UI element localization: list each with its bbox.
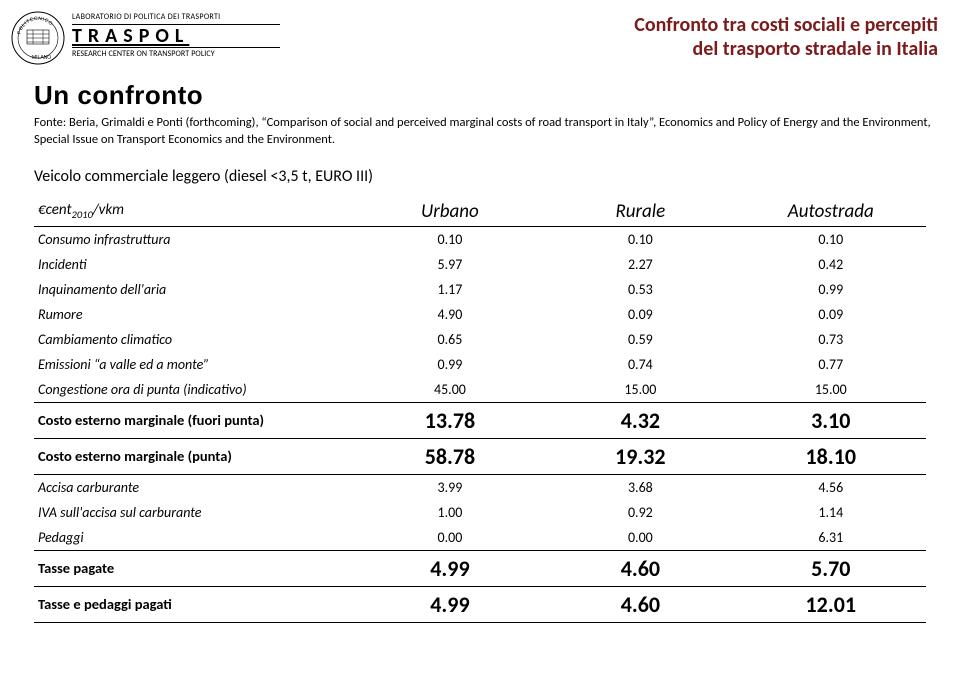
row-label: Emissioni “a valle ed a monte” xyxy=(34,352,355,377)
row-label: Rumore xyxy=(34,302,355,327)
row-value: 15.00 xyxy=(736,377,926,403)
row-value: 0.73 xyxy=(736,327,926,352)
row-value: 3.99 xyxy=(355,474,545,500)
row-value: 3.10 xyxy=(736,402,926,438)
unit-header: €cent2010/vkm xyxy=(34,196,355,227)
row-label: Tasse e pedaggi pagati xyxy=(34,586,355,622)
row-value: 4.90 xyxy=(355,302,545,327)
row-label: Consumo infrastruttura xyxy=(34,226,355,252)
table-row: Accisa carburante3.993.684.56 xyxy=(34,474,926,500)
table-row: Costo esterno marginale (punta)58.7819.3… xyxy=(34,438,926,474)
institution-seal-icon: POLITECNICO MILANO xyxy=(10,10,66,66)
row-value: 6.31 xyxy=(736,525,926,551)
row-value: 0.59 xyxy=(545,327,735,352)
col-header-autostrada: Autostrada xyxy=(736,196,926,227)
row-value: 0.09 xyxy=(736,302,926,327)
col-header-rurale: Rurale xyxy=(545,196,735,227)
row-value: 1.14 xyxy=(736,500,926,525)
row-value: 0.10 xyxy=(355,226,545,252)
row-value: 4.60 xyxy=(545,550,735,586)
table-row: Consumo infrastruttura0.100.100.10 xyxy=(34,226,926,252)
col-header-urbano: Urbano xyxy=(355,196,545,227)
row-label: Congestione ora di punta (indicativo) xyxy=(34,377,355,403)
row-value: 4.56 xyxy=(736,474,926,500)
row-value: 1.00 xyxy=(355,500,545,525)
table-row: Rumore4.900.090.09 xyxy=(34,302,926,327)
subtitle: Veicolo commerciale leggero (diesel <3,5… xyxy=(0,157,960,196)
table-row: Congestione ora di punta (indicativo)45.… xyxy=(34,377,926,403)
row-label: Pedaggi xyxy=(34,525,355,551)
lab-traspol: TRASPOL xyxy=(72,25,280,48)
slide-header: POLITECNICO MILANO LABORATORIO DI POLITI… xyxy=(0,0,960,70)
row-value: 0.42 xyxy=(736,252,926,277)
row-value: 4.32 xyxy=(545,402,735,438)
row-label: Inquinamento dell'aria xyxy=(34,277,355,302)
row-label: Costo esterno marginale (fuori punta) xyxy=(34,402,355,438)
row-value: 0.77 xyxy=(736,352,926,377)
source-citation: Fonte: Beria, Grimaldi e Ponti (forthcom… xyxy=(0,113,960,157)
table-row: Cambiamento climatico0.650.590.73 xyxy=(34,327,926,352)
table-row: Tasse e pedaggi pagati4.994.6012.01 xyxy=(34,586,926,622)
svg-text:POLITECNICO: POLITECNICO xyxy=(16,16,53,35)
lab-text-block: LABORATORIO DI POLITICA DEI TRASPORTI TR… xyxy=(72,12,280,59)
row-label: Tasse pagate xyxy=(34,550,355,586)
row-value: 0.65 xyxy=(355,327,545,352)
row-value: 3.68 xyxy=(545,474,735,500)
row-value: 0.99 xyxy=(355,352,545,377)
table-row: Incidenti5.972.270.42 xyxy=(34,252,926,277)
row-value: 13.78 xyxy=(355,402,545,438)
row-value: 0.92 xyxy=(545,500,735,525)
row-value: 0.09 xyxy=(545,302,735,327)
row-value: 0.00 xyxy=(355,525,545,551)
table-row: Inquinamento dell'aria1.170.530.99 xyxy=(34,277,926,302)
title-line-1: Confronto tra costi sociali e percepiti xyxy=(634,14,938,38)
row-value: 2.27 xyxy=(545,252,735,277)
section-title: Un confronto xyxy=(0,70,960,113)
row-value: 0.10 xyxy=(736,226,926,252)
row-label: Accisa carburante xyxy=(34,474,355,500)
row-value: 4.99 xyxy=(355,586,545,622)
logo-block: POLITECNICO MILANO LABORATORIO DI POLITI… xyxy=(10,10,280,66)
row-value: 0.53 xyxy=(545,277,735,302)
svg-text:MILANO: MILANO xyxy=(32,55,51,61)
row-label: IVA sull'accisa sul carburante xyxy=(34,500,355,525)
table-row: Emissioni “a valle ed a monte”0.990.740.… xyxy=(34,352,926,377)
table-row: Pedaggi0.000.006.31 xyxy=(34,525,926,551)
table-row: Costo esterno marginale (fuori punta)13.… xyxy=(34,402,926,438)
table-row: IVA sull'accisa sul carburante1.000.921.… xyxy=(34,500,926,525)
row-value: 0.99 xyxy=(736,277,926,302)
row-label: Cambiamento climatico xyxy=(34,327,355,352)
row-value: 4.60 xyxy=(545,586,735,622)
lab-line-3: RESEARCH CENTER ON TRANSPORT POLICY xyxy=(72,48,280,59)
row-value: 58.78 xyxy=(355,438,545,474)
row-value: 1.17 xyxy=(355,277,545,302)
row-value: 4.99 xyxy=(355,550,545,586)
cost-table: €cent2010/vkm Urbano Rurale Autostrada C… xyxy=(34,196,926,623)
table-header-row: €cent2010/vkm Urbano Rurale Autostrada xyxy=(34,196,926,227)
title-line-2: del trasporto stradale in Italia xyxy=(634,38,938,62)
row-value: 5.70 xyxy=(736,550,926,586)
row-value: 19.32 xyxy=(545,438,735,474)
row-value: 15.00 xyxy=(545,377,735,403)
row-value: 5.97 xyxy=(355,252,545,277)
row-value: 0.00 xyxy=(545,525,735,551)
row-value: 18.10 xyxy=(736,438,926,474)
row-value: 45.00 xyxy=(355,377,545,403)
slide-title: Confronto tra costi sociali e percepiti … xyxy=(634,10,938,61)
row-value: 0.74 xyxy=(545,352,735,377)
table-row: Tasse pagate4.994.605.70 xyxy=(34,550,926,586)
row-label: Incidenti xyxy=(34,252,355,277)
row-value: 12.01 xyxy=(736,586,926,622)
row-value: 0.10 xyxy=(545,226,735,252)
row-label: Costo esterno marginale (punta) xyxy=(34,438,355,474)
